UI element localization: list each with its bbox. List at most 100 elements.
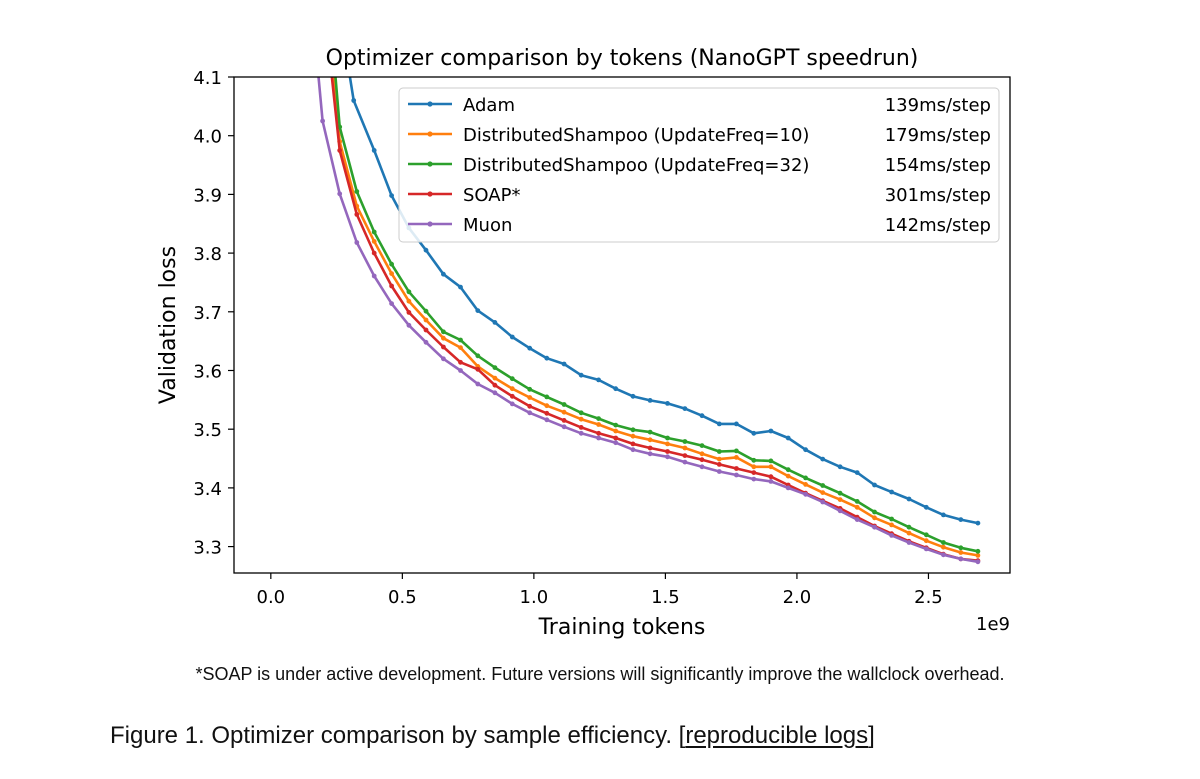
data-point [630, 433, 636, 439]
reproducible-logs-link[interactable]: reproducible logs [685, 722, 869, 749]
data-point [716, 469, 722, 474]
data-point [941, 544, 946, 550]
data-point [337, 148, 343, 153]
legend-label: DistributedShampoo (UpdateFreq=10) [463, 125, 809, 146]
data-point [406, 310, 412, 315]
data-point [544, 355, 550, 361]
caption-text: Figure 1. Optimizer comparison by sample… [110, 722, 686, 749]
data-point [527, 395, 533, 400]
series-line [348, 77, 979, 525]
data-point [665, 449, 670, 454]
data-point [578, 425, 584, 430]
data-point [854, 504, 860, 510]
data-point [423, 247, 429, 253]
data-point [354, 189, 360, 194]
data-point [351, 98, 357, 103]
data-point [475, 353, 481, 359]
figure-caption: Figure 1. Optimizer comparison by sample… [110, 722, 875, 750]
data-point [544, 417, 550, 423]
data-point [544, 394, 550, 400]
data-point [630, 393, 636, 399]
data-point [872, 482, 877, 488]
data-point [734, 455, 739, 460]
data-point [441, 356, 446, 362]
legend-label: Adam [463, 95, 515, 116]
data-point [734, 472, 739, 478]
data-point [923, 546, 929, 552]
data-point [544, 410, 550, 416]
data-point [699, 443, 705, 448]
data-point [630, 441, 636, 447]
x-tick-label: 2.5 [914, 587, 943, 608]
data-point [389, 283, 394, 289]
data-point [578, 430, 584, 436]
legend-speed: 179ms/step [885, 125, 991, 146]
data-point [596, 422, 601, 427]
data-point [889, 489, 894, 495]
data-point [699, 413, 705, 419]
data-point [389, 301, 394, 306]
data-point [561, 418, 567, 423]
legend-entry: SOAP* 301ms/step [408, 185, 991, 206]
data-point [734, 421, 739, 427]
data-point [837, 490, 843, 496]
data-point [389, 193, 394, 199]
data-point [820, 499, 826, 505]
data-point [578, 372, 584, 378]
data-point [315, 57, 320, 62]
data-point [751, 464, 757, 470]
data-point [975, 559, 981, 565]
chart: Optimizer comparison by tokens (NanoGPT … [156, 46, 1011, 640]
data-point [509, 393, 515, 399]
data-point [906, 496, 912, 502]
legend-speed: 154ms/step [885, 155, 991, 176]
series-group [315, 57, 981, 565]
data-point [492, 390, 498, 396]
y-tick-label: 3.9 [193, 185, 222, 206]
data-point [941, 512, 946, 518]
legend-speed: 142ms/step [885, 215, 991, 236]
data-point [854, 517, 860, 522]
data-point [389, 261, 394, 267]
data-point [458, 284, 463, 290]
data-point [665, 435, 670, 441]
chart-title: Optimizer comparison by tokens (NanoGPT … [326, 46, 919, 71]
data-point [682, 453, 688, 458]
data-point [527, 386, 533, 392]
data-point [423, 317, 429, 323]
data-point [613, 422, 619, 428]
data-point [596, 435, 601, 441]
y-tick-label: 3.6 [193, 361, 222, 382]
data-point [958, 550, 964, 555]
data-point [665, 454, 670, 460]
data-point [613, 386, 619, 392]
data-point [423, 308, 429, 314]
data-point [872, 524, 877, 530]
data-point [458, 368, 463, 373]
data-point [647, 437, 653, 443]
data-point [406, 298, 412, 304]
data-point [527, 345, 533, 351]
data-point [820, 490, 826, 495]
data-point [458, 337, 463, 343]
data-point [561, 402, 567, 407]
data-point [958, 556, 964, 562]
data-point [441, 344, 446, 350]
data-point [889, 516, 894, 522]
data-point [596, 377, 601, 383]
data-point [527, 410, 533, 416]
legend-entry: Muon 142ms/step [408, 215, 991, 236]
data-point [509, 376, 515, 382]
chart-footnote: *SOAP is under active development. Futur… [195, 664, 1005, 684]
legend: Adam 139ms/step DistributedShampoo (Update… [398, 87, 1000, 243]
data-point [716, 456, 722, 462]
data-point [441, 329, 446, 335]
data-point [492, 365, 498, 370]
legend-marker [427, 161, 433, 167]
data-point [803, 482, 808, 487]
data-point [441, 335, 446, 341]
data-point [475, 366, 481, 372]
legend-marker [427, 101, 433, 107]
data-point [371, 229, 377, 235]
data-point [803, 491, 808, 497]
